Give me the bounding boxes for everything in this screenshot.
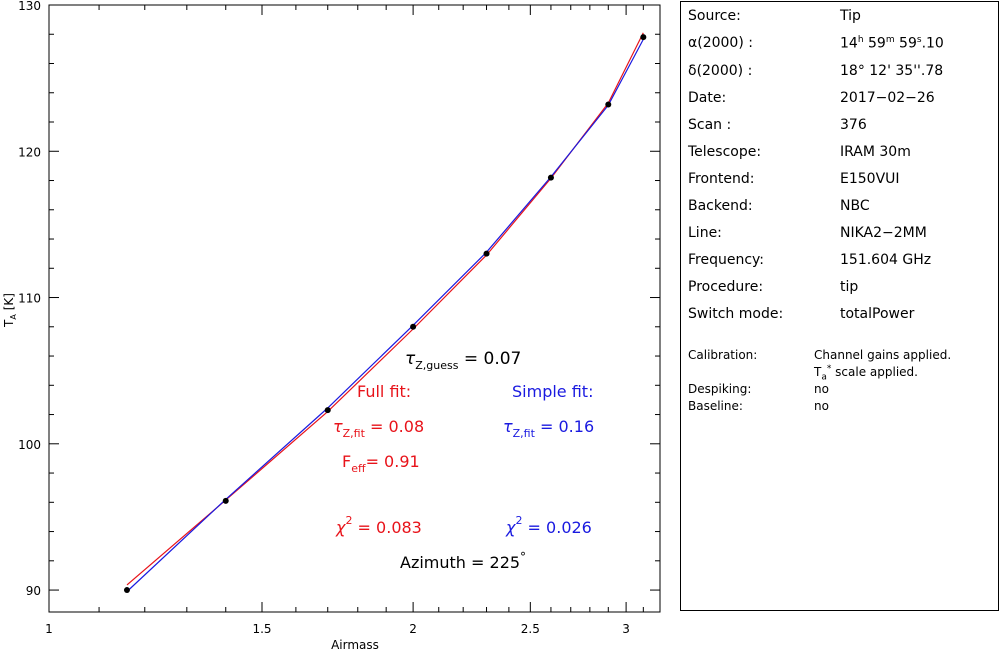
x-tick-label: 2.5 [521, 622, 540, 636]
full-tau-fit: τZ,fit = 0.08 [333, 417, 424, 440]
y-tick-label: 90 [26, 584, 41, 598]
fit-curve-full-fit [126, 32, 644, 586]
x-tick-label: 1.5 [252, 622, 271, 636]
x-tick-label: 2 [409, 622, 417, 636]
feff-annotation: Feff= 0.91 [342, 452, 420, 475]
y-axis-label: TA [K] [2, 293, 18, 328]
fit-curves [126, 32, 644, 592]
y-tick-label: 100 [18, 438, 41, 452]
y-tick-label: 130 [18, 0, 41, 13]
y-axis-unit: [K] [2, 293, 16, 314]
data-point [640, 34, 647, 41]
y-axis-symbol: T [2, 319, 16, 328]
svg-text:TA [K]: TA [K] [2, 293, 18, 328]
y-tick-label: 110 [18, 292, 41, 306]
x-tick-label: 3 [622, 622, 630, 636]
fit-curve-simple-fit [126, 39, 644, 592]
data-point [547, 174, 554, 181]
data-point [222, 497, 229, 504]
full-fit-title: Full fit: [357, 382, 411, 401]
data-point [605, 101, 612, 108]
x-axis-label: Airmass [331, 638, 379, 650]
y-tick-label: 120 [18, 145, 41, 159]
observation-info-panel: Source: Tip α(2000) :14h 59m 59s.10 δ(200… [680, 1, 999, 611]
simple-chi2: χ2 = 0.026 [505, 514, 592, 537]
y-axis-subscript: A [9, 314, 18, 320]
azimuth-annotation: Azimuth = 225° [400, 550, 526, 572]
data-point [324, 407, 331, 414]
simple-fit-title: Simple fit: [512, 382, 593, 401]
plot-frame [48, 4, 661, 613]
ra-value: 14h 59m 59s.10 [840, 35, 944, 52]
full-chi2: χ2 = 0.083 [335, 514, 422, 537]
data-point [123, 587, 130, 594]
data-point [410, 323, 417, 330]
data-point [483, 250, 490, 257]
x-tick-label: 1 [45, 622, 53, 636]
tau-guess-annotation: τZ,guess = 0.07 [405, 349, 521, 372]
simple-tau-fit: τZ,fit = 0.16 [503, 417, 594, 440]
data-points [123, 34, 647, 594]
axis-ticks: 1 1.5 2 2.5 3 90 100 110 120 130 [18, 0, 660, 636]
